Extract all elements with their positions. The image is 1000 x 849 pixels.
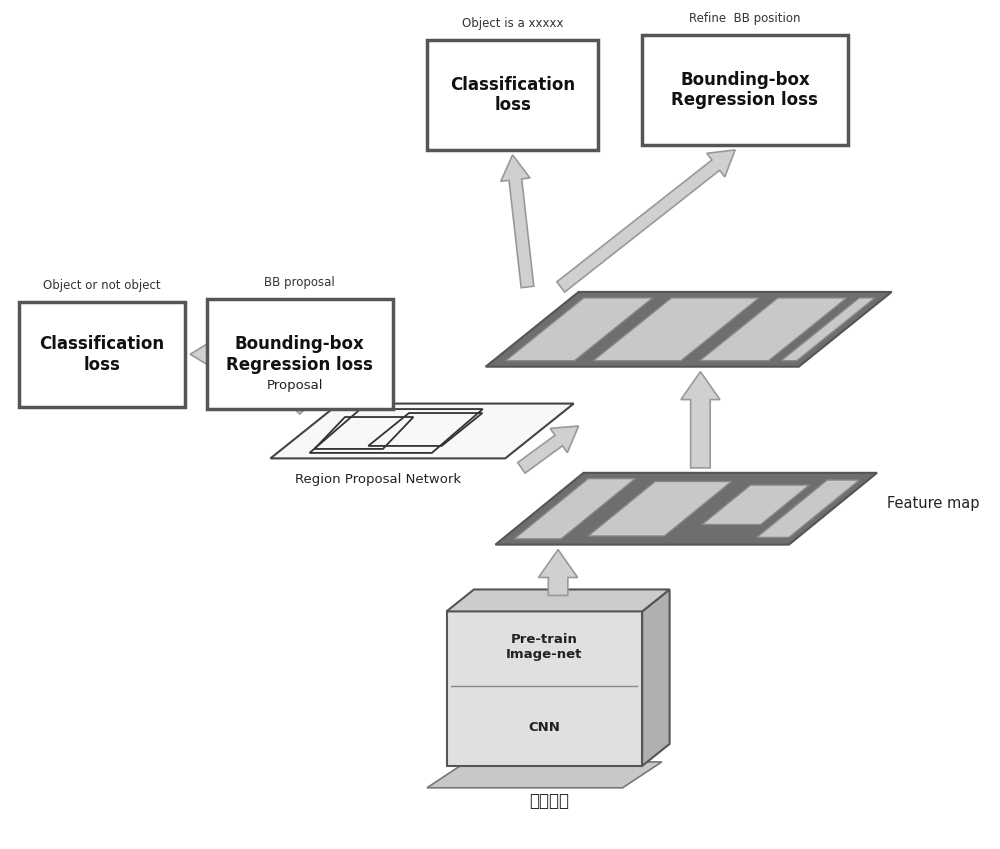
Polygon shape bbox=[702, 485, 809, 525]
Polygon shape bbox=[501, 155, 534, 288]
Text: BB proposal: BB proposal bbox=[264, 277, 335, 290]
Polygon shape bbox=[757, 480, 859, 537]
Polygon shape bbox=[514, 479, 635, 539]
Text: Proposal: Proposal bbox=[267, 379, 323, 391]
Text: Bounding-box
Regression loss: Bounding-box Regression loss bbox=[226, 335, 373, 374]
Text: Classification
loss: Classification loss bbox=[450, 76, 575, 115]
FancyBboxPatch shape bbox=[207, 300, 393, 409]
Polygon shape bbox=[593, 298, 759, 361]
Polygon shape bbox=[781, 298, 875, 361]
Text: Classification
loss: Classification loss bbox=[40, 335, 165, 374]
FancyBboxPatch shape bbox=[19, 302, 185, 407]
Polygon shape bbox=[588, 481, 731, 536]
Polygon shape bbox=[506, 298, 653, 361]
Polygon shape bbox=[427, 762, 662, 788]
Polygon shape bbox=[539, 549, 578, 595]
Polygon shape bbox=[681, 372, 720, 468]
Polygon shape bbox=[270, 403, 574, 458]
Text: 原始图像: 原始图像 bbox=[529, 792, 569, 810]
Text: Bounding-box
Regression loss: Bounding-box Regression loss bbox=[671, 70, 818, 110]
Text: Object is a xxxxx: Object is a xxxxx bbox=[462, 17, 563, 31]
Polygon shape bbox=[447, 589, 670, 611]
Polygon shape bbox=[190, 336, 266, 372]
Polygon shape bbox=[282, 397, 317, 414]
Polygon shape bbox=[557, 150, 735, 292]
Polygon shape bbox=[447, 611, 642, 766]
Text: Region Proposal Network: Region Proposal Network bbox=[295, 474, 461, 486]
Polygon shape bbox=[700, 298, 847, 361]
FancyBboxPatch shape bbox=[427, 40, 598, 150]
Text: Refine  BB position: Refine BB position bbox=[689, 12, 801, 25]
Text: Feature map: Feature map bbox=[887, 496, 979, 511]
Text: Pre-train
Image-net: Pre-train Image-net bbox=[506, 633, 583, 661]
Polygon shape bbox=[495, 473, 877, 544]
Polygon shape bbox=[518, 426, 579, 473]
Text: CNN: CNN bbox=[528, 721, 560, 734]
Text: Object or not object: Object or not object bbox=[43, 279, 161, 292]
FancyBboxPatch shape bbox=[642, 36, 848, 145]
Polygon shape bbox=[642, 589, 670, 766]
Polygon shape bbox=[486, 292, 892, 367]
